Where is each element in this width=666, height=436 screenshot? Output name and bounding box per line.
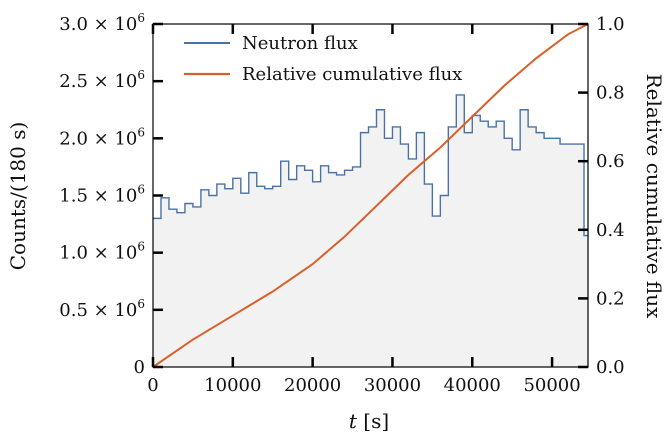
y-left-tick-exponent: 6 [137,240,145,254]
neutron-flux-line [153,94,588,237]
x-tick-label: 50000 [523,375,580,396]
x-tick-label: 0 [147,375,158,396]
y-left-tick-mantissa: 0 [134,357,145,378]
y-right-tick-label: 0.8 [596,83,625,104]
x-tick-label: 10000 [204,375,261,396]
y-left-tick-mantissa: 2.5 × 10 [59,71,137,92]
y-axis-label-right: Relative cumulative flux [642,74,666,320]
y-left-tick-exponent: 6 [137,125,145,139]
y-left-tick-mantissa: 3.0 × 10 [59,14,137,35]
y-right-tick-label: 0.2 [596,288,625,309]
x-tick-label: 30000 [364,375,421,396]
y-left-tick-label: 1.0 × 106 [59,240,145,264]
neutron-flux-fill [153,94,588,367]
legend: Neutron flux Relative cumulative flux [184,33,462,85]
y-right-tick-label: 1.0 [596,14,625,35]
y-left-tick-exponent: 6 [137,11,145,25]
legend-label-neutron-flux: Neutron flux [242,33,358,54]
x-axis-label: t [s] [349,409,389,433]
y-left-tick-label: 0 [134,357,145,378]
y-right-tick-label: 0.4 [596,220,625,241]
y-left-tick-mantissa: 2.0 × 10 [59,128,137,149]
x-tick-label: 20000 [284,375,341,396]
y-right-tick-label: 0.0 [596,357,625,378]
y-left-tick-mantissa: 0.5 × 10 [59,300,137,321]
y-left-tick-label: 2.5 × 106 [59,68,145,92]
y-left-tick-label: 1.5 × 106 [59,183,145,207]
plot-area [152,23,589,368]
x-tick-label: 40000 [444,375,501,396]
y-right-tick-label: 0.6 [596,151,625,172]
y-left-tick-mantissa: 1.5 × 10 [59,186,137,207]
y-left-tick-label: 2.0 × 106 [59,125,145,149]
x-axis-label-var: t [349,409,358,433]
y-left-tick-exponent: 6 [137,297,145,311]
legend-label-relative-cumulative-flux: Relative cumulative flux [242,64,462,85]
x-axis-label-unit: [s] [357,409,389,433]
y-left-tick-label: 3.0 × 106 [59,11,145,35]
y-left-tick-exponent: 6 [137,68,145,82]
y-left-tick-mantissa: 1.0 × 10 [59,243,137,264]
y-left-tick-label: 0.5 × 106 [59,297,145,321]
cumulative-flux-line [152,23,589,368]
y-left-tick-exponent: 6 [137,183,145,197]
y-axis-label-left: Counts/(180 s) [6,122,30,271]
